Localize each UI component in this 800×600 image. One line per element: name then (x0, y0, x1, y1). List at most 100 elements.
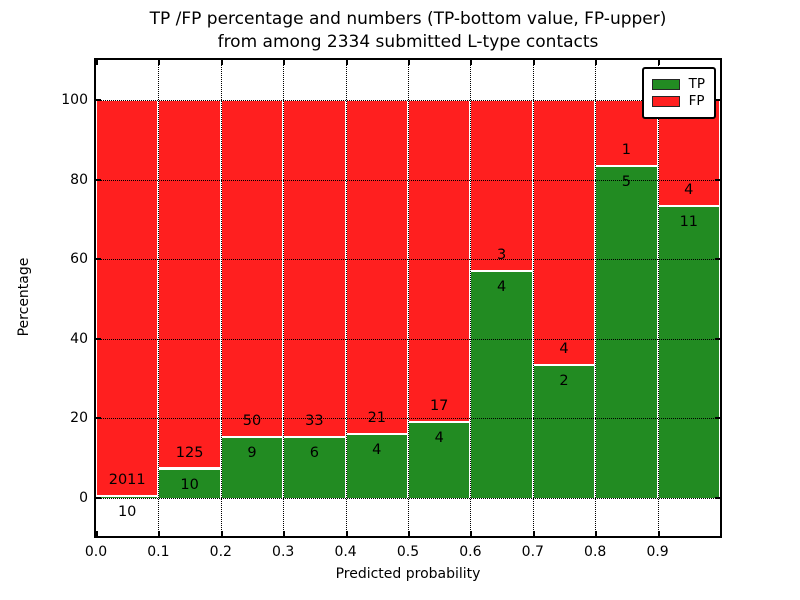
chart-title: TP /FP percentage and numbers (TP-bottom… (94, 8, 722, 55)
tp-count-label: 10 (117, 504, 137, 521)
x-tick-top (345, 60, 348, 65)
x-tick-top (408, 60, 410, 65)
fp-count-label: 1 (621, 142, 632, 159)
legend-label-tp: TP (688, 76, 705, 92)
fp-count-label: 125 (175, 444, 204, 461)
tp-count-label: 9 (247, 445, 257, 462)
bar-segment-tp (470, 270, 533, 498)
tp-count-label: 5 (621, 174, 632, 191)
y-tick-left (96, 337, 101, 340)
bar-segment-tp (220, 437, 284, 498)
y-tick-right (715, 178, 720, 181)
y-tick-label: 0 (79, 489, 88, 506)
v-gridline (470, 60, 472, 536)
y-tick-label: 40 (70, 330, 88, 347)
y-tick-left (96, 258, 101, 261)
y-tick-right (715, 98, 720, 101)
fp-count-label: 50 (242, 413, 262, 430)
x-tick-top (595, 60, 598, 65)
x-tick-top (470, 60, 473, 65)
x-tick-label: 0.2 (209, 544, 232, 560)
bar-segment-tp (345, 434, 408, 498)
tp-count-label: 4 (496, 278, 507, 295)
x-axis-label: Predicted probability (335, 566, 481, 582)
x-tick-bottom (657, 531, 660, 536)
x-tick-bottom (345, 531, 348, 536)
y-axis-label: Percentage (16, 257, 32, 337)
x-tick-bottom (96, 531, 98, 536)
x-tick-bottom (408, 531, 410, 536)
legend-entry: FP (651, 92, 705, 109)
x-tick-bottom (470, 531, 473, 536)
bar-segment-tp (158, 468, 221, 498)
v-gridline (532, 60, 534, 536)
x-tick-top (220, 60, 223, 65)
x-tick-top (96, 60, 98, 65)
x-tick-bottom (283, 531, 286, 536)
x-tick-label: 0.5 (396, 544, 420, 560)
bar-segment-fp (532, 99, 596, 366)
legend: TP FP (641, 67, 716, 119)
x-tick-bottom (158, 531, 161, 536)
bar-segment-tp (595, 166, 658, 498)
y-tick-left (96, 98, 101, 101)
y-tick-right (715, 258, 720, 261)
x-tick-top (532, 60, 535, 65)
x-tick-label: 0.7 (521, 544, 544, 560)
legend-swatch-fp (651, 95, 680, 107)
x-tick-label: 0.4 (334, 544, 357, 560)
fp-count-label: 33 (305, 412, 324, 429)
x-tick-label: 0.9 (646, 544, 669, 560)
bar-segment-fp (220, 99, 284, 438)
y-tick-right (715, 496, 720, 499)
legend-label-fp: FP (688, 92, 705, 109)
x-tick-top (657, 60, 660, 65)
fp-count-label: 4 (559, 341, 569, 358)
v-gridline (345, 60, 347, 536)
y-tick-left (96, 496, 101, 499)
legend-entry: TP (651, 76, 705, 92)
x-tick-label: 0.8 (584, 544, 607, 560)
bar-segment-fp (470, 99, 533, 271)
v-gridline (158, 60, 160, 536)
v-gridline (283, 60, 285, 536)
v-gridline (657, 60, 659, 536)
chart-title-line2: from among 2334 submitted L-type contact… (217, 32, 599, 53)
y-tick-label: 80 (70, 171, 88, 188)
tp-count-label: 4 (434, 430, 444, 447)
x-tick-top (158, 60, 161, 65)
tick-layer (96, 60, 720, 536)
tp-count-label: 2 (559, 373, 569, 390)
x-tick-label: 0.3 (272, 544, 295, 560)
y-tick-right (715, 337, 720, 340)
annotation-layer: 2011 10 125 10 50 9 33 6 21 4 17 4 3 4 4 2 1 5 4 11 (96, 60, 720, 536)
chart-title-line1: TP /FP percentage and numbers (TP-bottom… (149, 9, 667, 29)
fp-count-label: 3 (496, 246, 507, 263)
y-tick-left (96, 417, 101, 420)
x-tick-label: 0.0 (84, 544, 108, 560)
x-tick-bottom (220, 531, 223, 536)
tp-count-label: 10 (180, 476, 199, 493)
bar-segment-fp (408, 99, 471, 423)
grid-layer (96, 60, 720, 536)
fp-count-label: 21 (367, 410, 387, 427)
x-tick-top (283, 60, 286, 65)
y-tick-label: 60 (70, 251, 88, 268)
tp-count-label: 4 (372, 442, 382, 459)
v-gridline (408, 60, 409, 536)
y-tick-right (715, 417, 720, 420)
plot-area: 2011 10 125 10 50 9 33 6 21 4 17 4 3 4 4 2 1 5 4 11 TP FP (94, 58, 722, 538)
fp-count-label: 4 (684, 182, 694, 199)
x-tick-label: 0.1 (147, 544, 170, 560)
x-tick-bottom (595, 531, 598, 536)
y-tick-left (96, 178, 101, 181)
y-tick-label: 20 (70, 410, 88, 427)
legend-swatch-tp (651, 79, 680, 91)
v-gridline (220, 60, 222, 536)
x-tick-bottom (532, 531, 535, 536)
tp-count-label: 6 (309, 444, 320, 461)
v-gridline (595, 60, 597, 536)
y-tick-label: 100 (61, 91, 88, 108)
x-tick-label: 0.6 (459, 544, 482, 560)
